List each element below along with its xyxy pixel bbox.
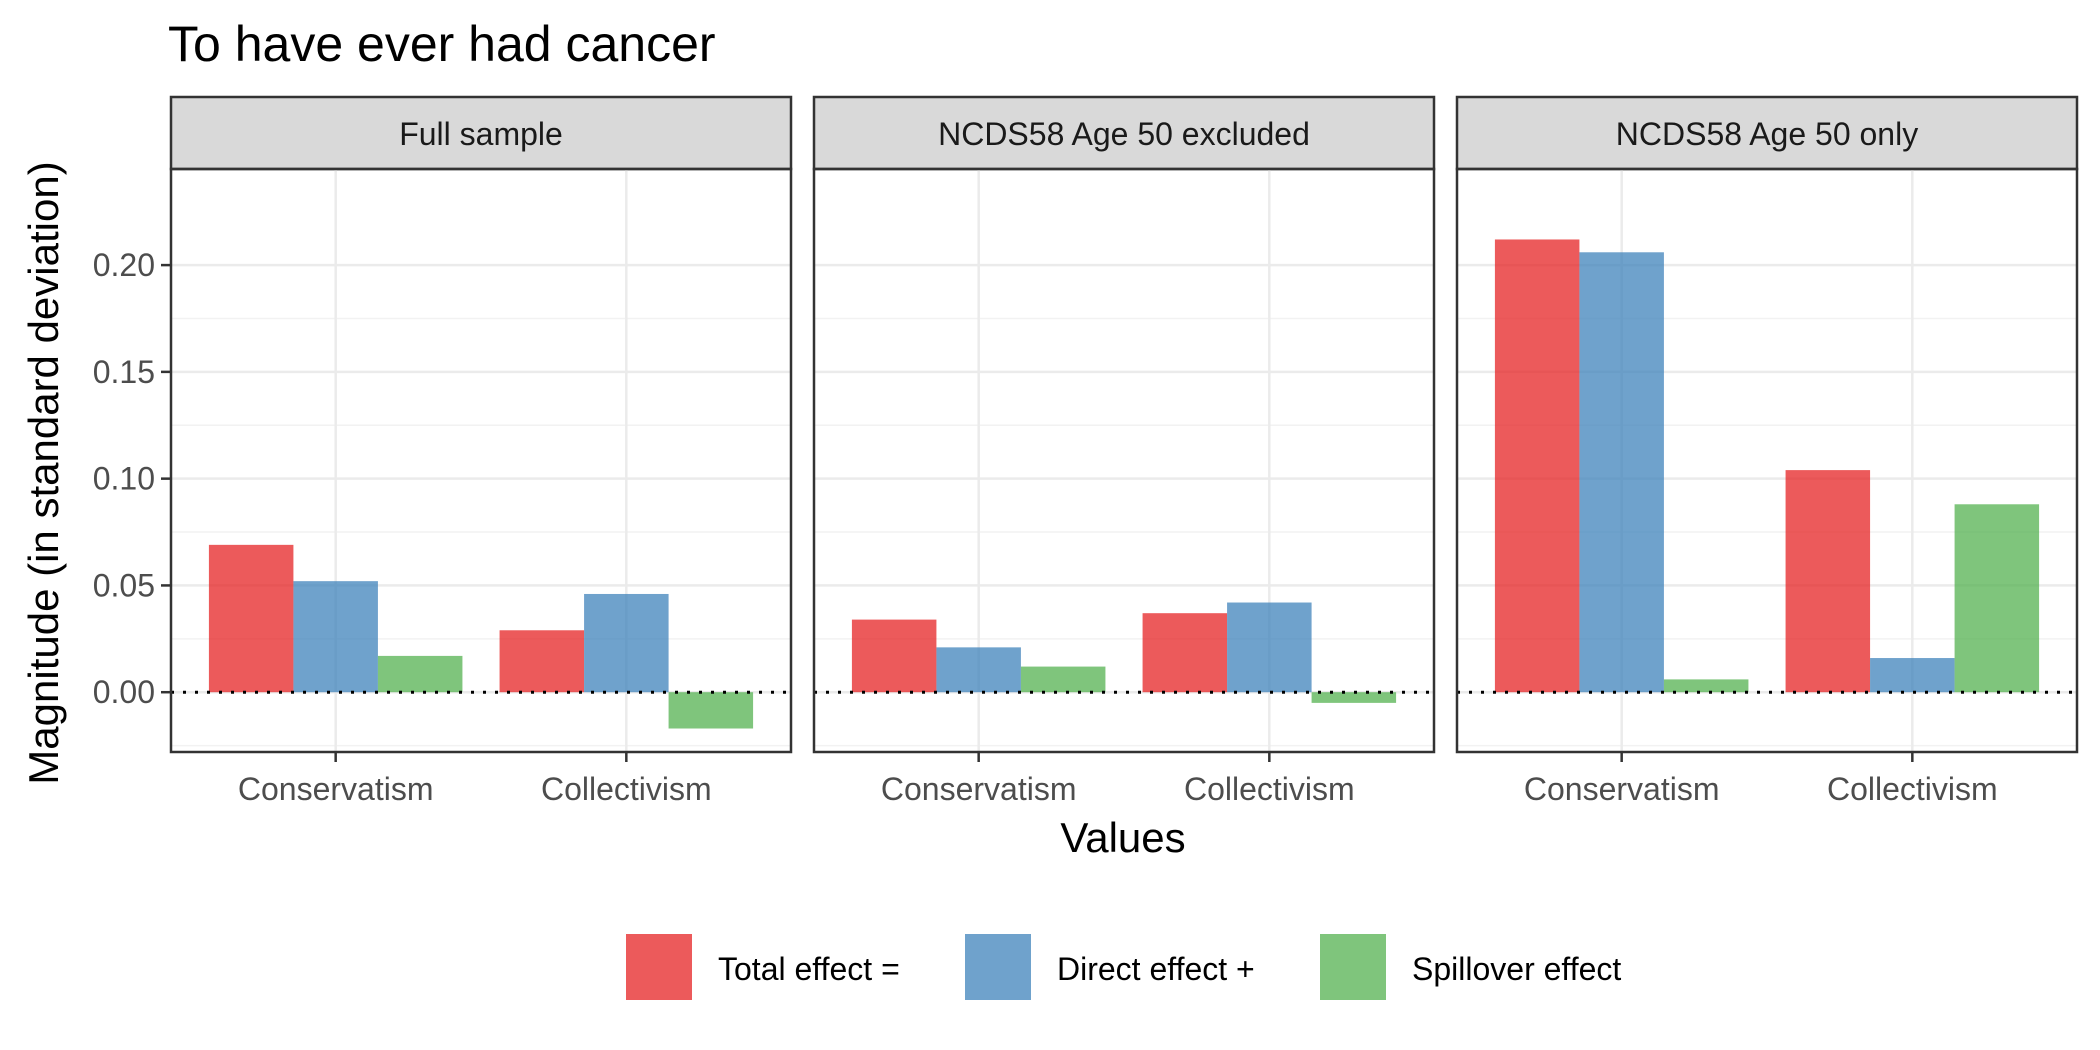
- facet-strip: [169, 95, 793, 171]
- x-axis-title: Values: [1060, 814, 1185, 861]
- bar: [936, 647, 1021, 693]
- bar: [668, 692, 754, 729]
- x-tick-label: Collectivism: [541, 771, 712, 807]
- bar: [1020, 666, 1106, 693]
- x-tick-label: Conservatism: [238, 771, 434, 807]
- x-tick-label: Conservatism: [1524, 771, 1720, 807]
- panel-border: [1455, 167, 2079, 754]
- chart-title: To have ever had cancer: [168, 16, 716, 72]
- bar: [1227, 602, 1312, 693]
- bar: [851, 619, 937, 693]
- bar: [377, 655, 463, 693]
- bar: [1663, 679, 1749, 693]
- bar: [293, 581, 378, 693]
- bar: [584, 593, 669, 693]
- facet-strip-label: NCDS58 Age 50 excluded: [938, 116, 1310, 152]
- facet-panel: Full sample Conservatism Collectivism 0.00 0…: [93, 95, 793, 807]
- x-tick-label: Collectivism: [1184, 771, 1355, 807]
- x-tick-label: Conservatism: [881, 771, 1077, 807]
- y-tick-label: 0.00: [93, 674, 155, 710]
- legend-label: Direct effect +: [1057, 951, 1255, 987]
- legend: Total effect = Direct effect + Spillover e…: [626, 934, 1621, 1000]
- bar: [1494, 239, 1580, 693]
- bar: [1142, 613, 1228, 693]
- x-tick-label: Collectivism: [1827, 771, 1998, 807]
- y-tick-label: 0.05: [93, 567, 155, 603]
- bar: [1311, 692, 1397, 703]
- bar: [1954, 504, 2040, 693]
- facet-strip: [812, 95, 1436, 171]
- panel-border: [169, 167, 793, 754]
- facet-strip-label: NCDS58 Age 50 only: [1616, 116, 1918, 152]
- legend-label: Spillover effect: [1412, 951, 1621, 987]
- legend-key: [626, 934, 692, 1000]
- y-tick-label: 0.10: [93, 461, 155, 497]
- legend-label: Total effect =: [718, 951, 900, 987]
- panel-border: [812, 167, 1436, 754]
- bar: [1785, 470, 1871, 693]
- bar: [1579, 252, 1664, 693]
- y-tick-label: 0.20: [93, 247, 155, 283]
- bar: [208, 544, 294, 693]
- y-tick-label: 0.15: [93, 354, 155, 390]
- facet-panel: NCDS58 Age 50 only Conservatism Collectivi…: [1455, 95, 2079, 807]
- bar: [1870, 658, 1955, 693]
- y-axis-title: Magnitude (in standard deviation): [20, 161, 67, 784]
- facet-panel: NCDS58 Age 50 excluded Conservatism Collec…: [812, 95, 1436, 807]
- legend-key: [965, 934, 1031, 1000]
- legend-key: [1320, 934, 1386, 1000]
- bar: [499, 630, 585, 693]
- facet-strip-label: Full sample: [399, 116, 563, 152]
- facet-panels: Full sample Conservatism Collectivism 0.00 0…: [93, 95, 2079, 807]
- facet-strip: [1455, 95, 2079, 171]
